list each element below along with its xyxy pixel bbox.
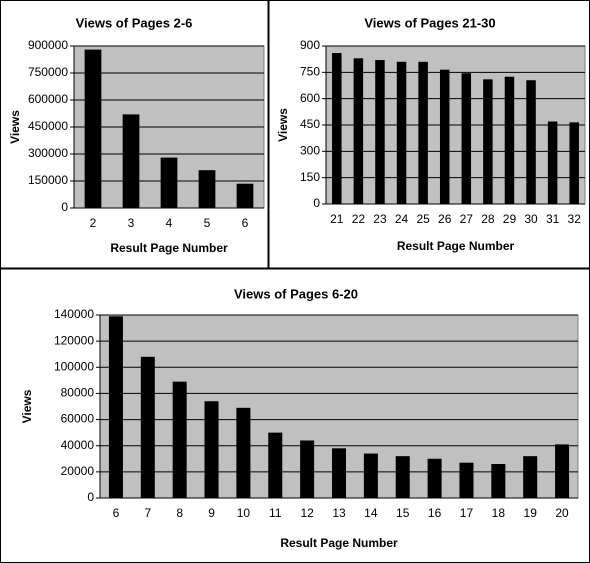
chart-title: Views of Pages 6-20 <box>234 286 358 301</box>
bar <box>363 453 378 498</box>
bar <box>491 464 506 498</box>
bar <box>375 60 385 204</box>
y-tick-label: 600000 <box>28 92 68 106</box>
y-tick-label: 0 <box>61 200 68 214</box>
x-tick-label: 29 <box>503 212 517 226</box>
bar <box>300 440 315 498</box>
x-tick-label: 30 <box>524 212 538 226</box>
bar <box>332 53 342 205</box>
x-tick-label: 15 <box>396 506 410 520</box>
y-tick-label: 120000 <box>54 333 94 347</box>
y-tick-label: 80000 <box>61 386 95 400</box>
bar <box>353 58 364 205</box>
bar <box>547 121 558 204</box>
y-tick-label: 100000 <box>54 359 94 373</box>
bar <box>331 448 347 498</box>
bar <box>427 458 442 498</box>
y-axis-title: Views <box>276 108 290 142</box>
y-tick-label: 300 <box>300 144 320 158</box>
y-tick-label: 450000 <box>28 119 68 133</box>
y-tick-label: 40000 <box>61 438 95 452</box>
x-tick-label: 10 <box>237 506 251 520</box>
x-tick-label: 3 <box>128 216 135 230</box>
bar <box>236 183 254 208</box>
x-tick-label: 14 <box>364 506 378 520</box>
chart-title: Views of Pages 2-6 <box>76 15 193 30</box>
bar <box>396 61 407 204</box>
y-tick-label: 0 <box>87 490 94 504</box>
y-tick-label: 900 <box>300 38 320 52</box>
x-tick-label: 2 <box>90 216 97 230</box>
x-tick-label: 25 <box>416 212 430 226</box>
x-tick-label: 5 <box>204 216 211 230</box>
bar <box>108 316 123 498</box>
bar <box>395 456 410 498</box>
bar <box>439 69 450 204</box>
y-tick-label: 20000 <box>61 464 95 478</box>
y-tick-label: 900000 <box>28 38 68 52</box>
x-tick-label: 9 <box>208 506 215 520</box>
x-tick-label: 22 <box>352 212 366 226</box>
x-tick-label: 7 <box>144 506 151 520</box>
x-tick-label: 6 <box>113 506 120 520</box>
x-tick-label: 4 <box>166 216 173 230</box>
x-tick-label: 20 <box>555 506 569 520</box>
bar <box>461 73 472 204</box>
x-tick-label: 32 <box>568 212 582 226</box>
x-tick-label: 19 <box>524 506 538 520</box>
bar <box>569 122 579 204</box>
x-tick-label: 8 <box>176 506 183 520</box>
bar <box>555 444 570 498</box>
bar <box>459 462 474 498</box>
x-tick-label: 31 <box>546 212 560 226</box>
bar <box>140 356 155 498</box>
y-tick-label: 750 <box>300 65 320 79</box>
bar <box>160 157 178 208</box>
bar <box>268 432 283 498</box>
bar <box>483 79 493 204</box>
x-tick-label: 23 <box>373 212 387 226</box>
y-tick-label: 300000 <box>28 146 68 160</box>
x-tick-label: 17 <box>460 506 474 520</box>
x-tick-label: 13 <box>332 506 346 520</box>
x-tick-label: 12 <box>300 506 314 520</box>
x-tick-label: 26 <box>438 212 452 226</box>
y-tick-label: 600 <box>300 91 320 105</box>
y-tick-label: 150000 <box>28 173 68 187</box>
x-tick-label: 11 <box>269 506 282 520</box>
y-axis-title: Views <box>8 110 22 144</box>
x-axis-title: Result Page Number <box>110 241 228 255</box>
bar <box>204 401 219 498</box>
y-tick-label: 60000 <box>61 412 95 426</box>
y-tick-label: 140000 <box>54 307 94 321</box>
bar <box>172 381 187 498</box>
x-tick-label: 6 <box>242 216 249 230</box>
x-axis-title: Result Page Number <box>280 536 398 550</box>
bar <box>523 456 538 498</box>
y-axis-title: Views <box>20 389 34 423</box>
x-tick-label: 28 <box>481 212 495 226</box>
bar <box>418 61 428 204</box>
y-tick-label: 0 <box>313 196 320 210</box>
x-tick-label: 18 <box>492 506 506 520</box>
chart-title: Views of Pages 21-30 <box>364 15 495 30</box>
y-tick-label: 750000 <box>28 65 68 79</box>
y-tick-label: 150 <box>300 170 320 184</box>
bar <box>198 170 216 208</box>
x-axis-title: Result Page Number <box>397 239 515 253</box>
bar <box>84 49 102 208</box>
bar <box>526 80 536 204</box>
x-tick-label: 16 <box>428 506 442 520</box>
bar <box>122 114 140 208</box>
bar <box>504 76 515 204</box>
x-tick-label: 21 <box>330 212 344 226</box>
y-tick-label: 450 <box>300 117 320 131</box>
x-tick-label: 27 <box>460 212 474 226</box>
x-tick-label: 24 <box>395 212 409 226</box>
bar <box>236 407 251 498</box>
